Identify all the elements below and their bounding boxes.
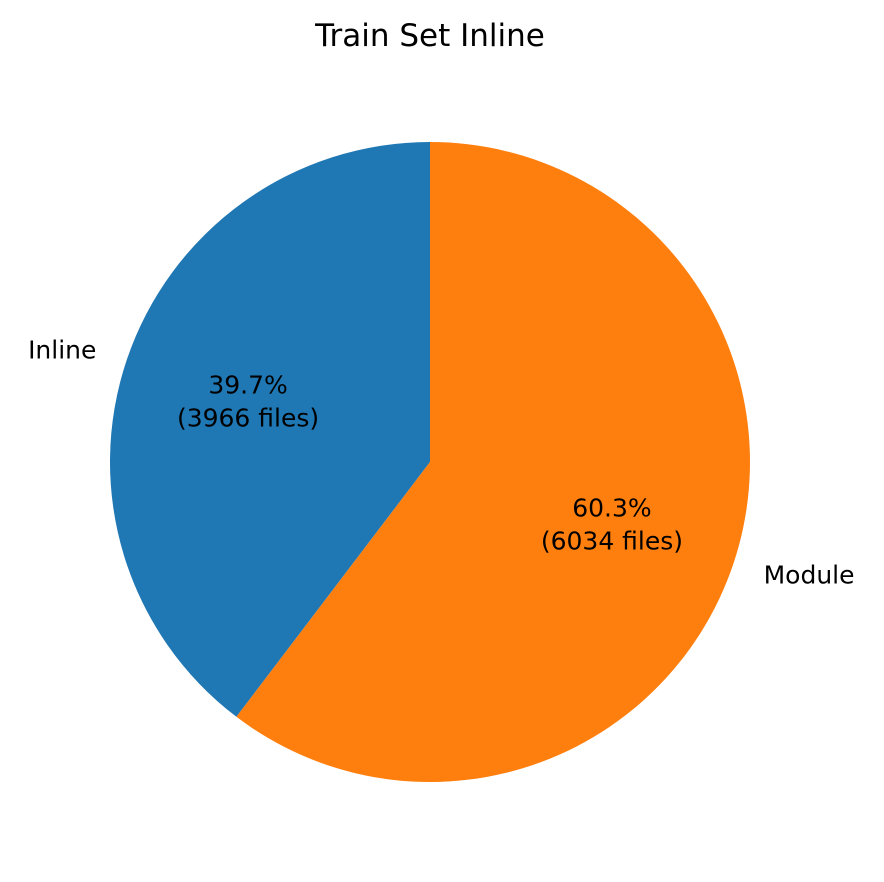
slice-count-module: (6034 files) [541, 526, 683, 555]
slice-percent-module: 60.3% [572, 493, 651, 522]
slice-label-module: Module [764, 560, 855, 589]
slice-percent-inline: 39.7% [208, 371, 287, 400]
pie-labels: Inline 39.7% (3966 files) Module 60.3% (6034 … [28, 336, 854, 590]
chart-title: Train Set Inline [314, 18, 545, 54]
slice-count-inline: (3966 files) [177, 404, 319, 433]
pie-slice-module [236, 141, 751, 782]
pie-slice-inline [109, 142, 431, 717]
slice-label-inline: Inline [28, 336, 96, 365]
pie-slices [109, 141, 751, 782]
